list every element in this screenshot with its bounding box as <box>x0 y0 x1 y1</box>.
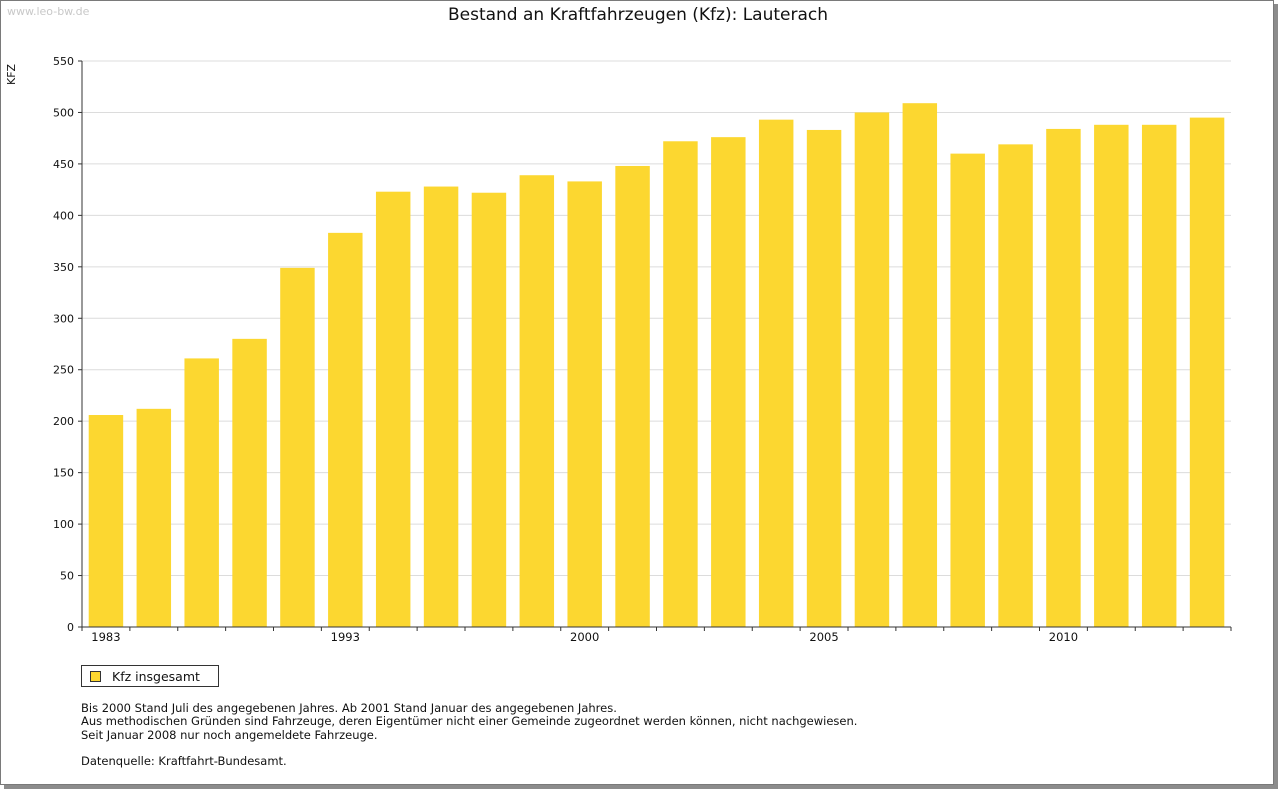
x-tick-label: 1993 <box>331 630 360 644</box>
legend-label: Kfz insgesamt <box>112 668 200 684</box>
bar <box>232 338 267 627</box>
x-tick-label: 2000 <box>570 630 599 644</box>
bar <box>1046 128 1081 628</box>
y-tick-label: 200 <box>53 415 74 428</box>
y-tick-label: 550 <box>53 55 74 68</box>
bar <box>280 267 315 627</box>
bar <box>136 408 172 627</box>
watermark: www.leo-bw.de <box>7 5 90 18</box>
bar <box>519 175 555 627</box>
chart-title: Bestand an Kraftfahrzeugen (Kfz): Lauter… <box>447 5 829 25</box>
y-tick-label: 0 <box>67 621 74 634</box>
bar <box>1189 117 1225 627</box>
y-tick-label: 300 <box>53 312 74 325</box>
x-tick-label: 2010 <box>1049 630 1078 644</box>
y-tick-label: 500 <box>53 106 74 119</box>
bar <box>1141 124 1177 627</box>
bar <box>854 112 890 628</box>
footnote-3: Seit Januar 2008 nur noch angemeldete Fa… <box>81 727 378 742</box>
bar <box>711 137 746 628</box>
bar <box>615 165 650 627</box>
y-tick-label: 100 <box>53 518 74 531</box>
data-source: Datenquelle: Kraftfahrt-Bundesamt. <box>81 754 287 768</box>
legend: Kfz insgesamt <box>81 665 219 687</box>
bar <box>758 119 794 628</box>
legend-swatch <box>90 670 101 682</box>
y-tick-label: 450 <box>53 158 74 171</box>
bar-chart: 0 50 100 150 200 250 300 350 400 450 500 550 1983 199… <box>53 55 1232 644</box>
bar <box>375 191 411 627</box>
y-tick-label: 50 <box>60 570 74 583</box>
bar <box>663 141 698 627</box>
y-tick-label: 250 <box>53 364 74 377</box>
footnotes: Bis 2000 Stand Juli des angegebenen Jahr… <box>81 701 858 742</box>
bar <box>998 144 1033 627</box>
y-tick-label: 150 <box>53 467 74 480</box>
y-tick-label: 400 <box>53 209 74 222</box>
bar <box>950 153 985 628</box>
bar <box>471 192 507 627</box>
bar <box>88 415 124 627</box>
x-tick-label: 2005 <box>809 630 838 644</box>
bar <box>1094 124 1129 627</box>
footnote-1: Bis 2000 Stand Juli des angegebenen Jahr… <box>81 701 617 715</box>
y-tick-label: 350 <box>53 261 74 274</box>
bar <box>902 103 938 627</box>
x-tick-label: 1983 <box>91 630 120 644</box>
bar <box>567 181 602 628</box>
bar <box>328 232 363 627</box>
bar <box>184 358 219 627</box>
bar <box>806 129 842 627</box>
footnote-2: Aus methodischen Gründen sind Fahrzeuge,… <box>81 714 858 729</box>
bar <box>423 186 459 628</box>
